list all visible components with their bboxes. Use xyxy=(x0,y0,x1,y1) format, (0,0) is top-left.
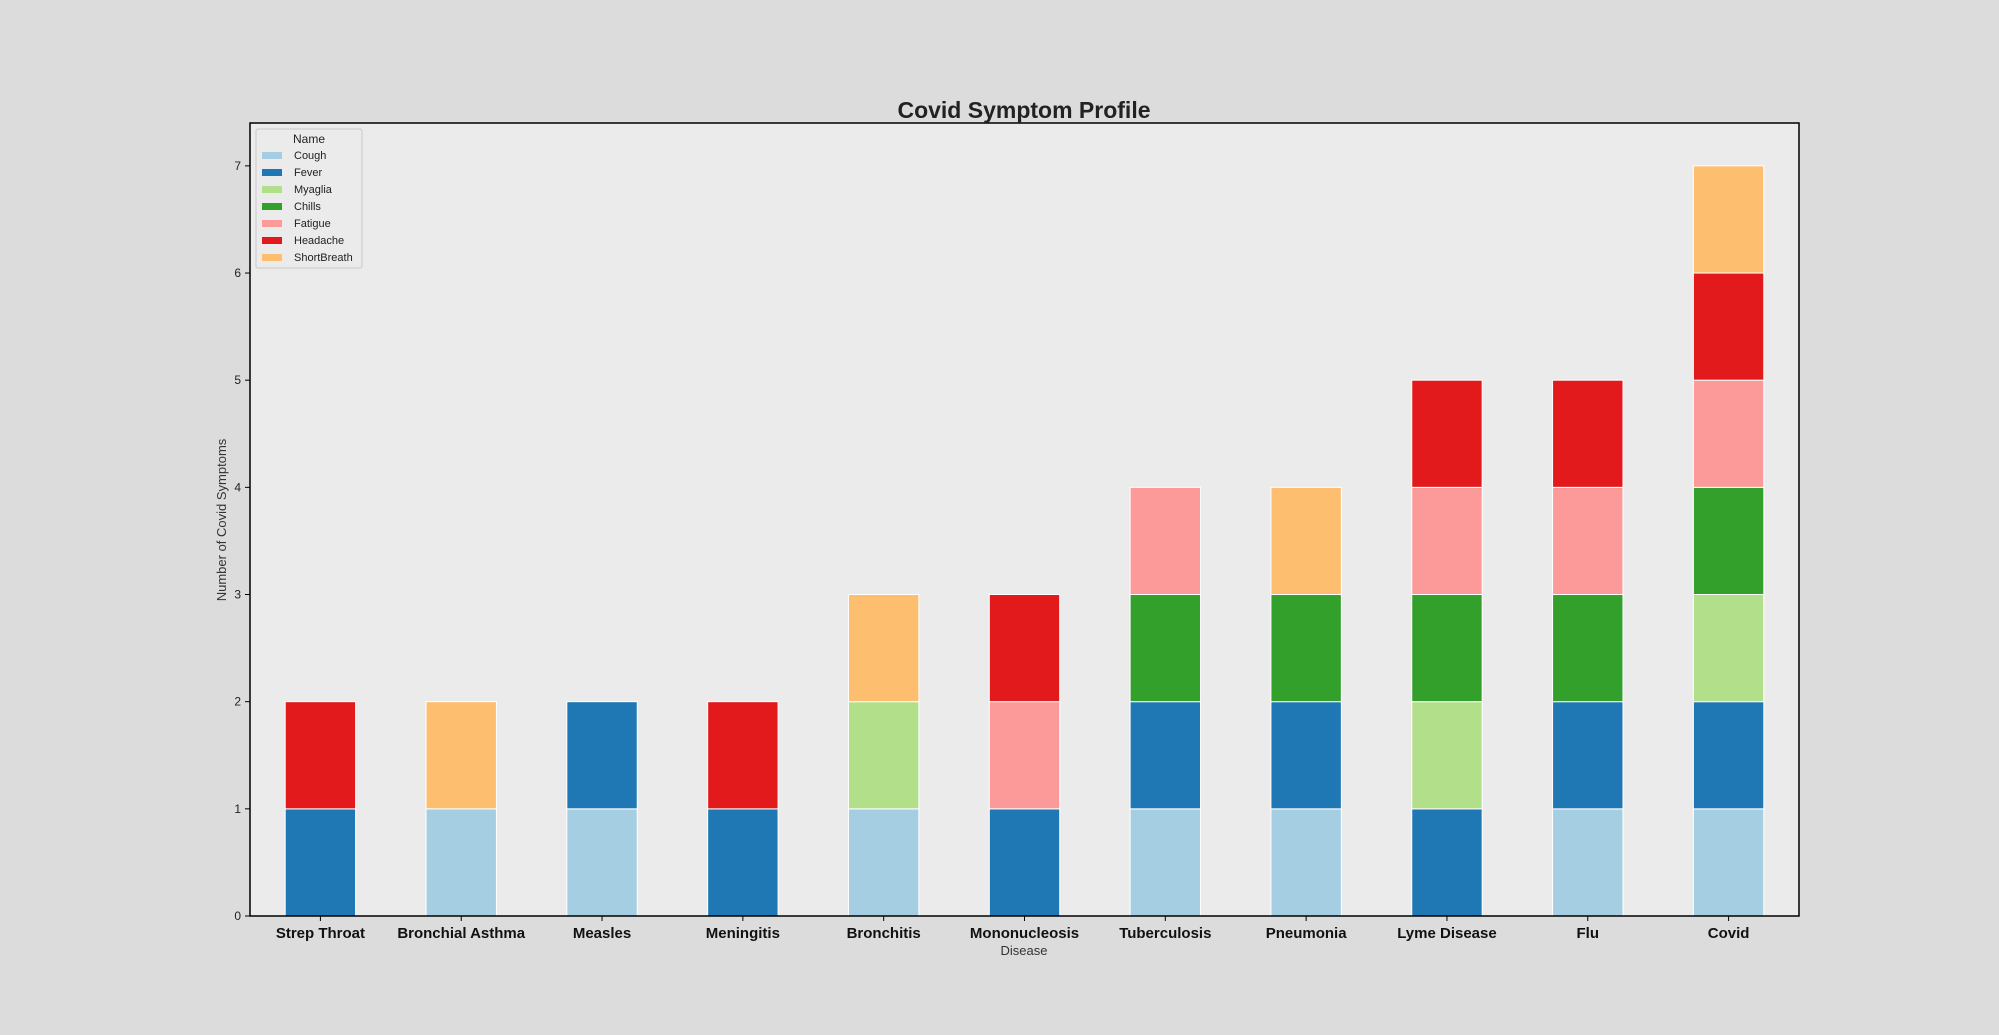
x-tick-label: Bronchitis xyxy=(847,925,921,942)
chart-title: Covid Symptom Profile xyxy=(897,97,1150,123)
bar-segment xyxy=(425,808,497,917)
bar-segment xyxy=(1552,808,1624,917)
legend-swatch xyxy=(262,237,282,244)
legend-title: Name xyxy=(293,132,325,146)
y-axis-label: Number of Covid Symptoms xyxy=(214,438,229,601)
bar-segment xyxy=(284,701,357,810)
bar-segment xyxy=(847,594,920,703)
bar-segment xyxy=(425,701,497,810)
y-tick-label: 6 xyxy=(234,266,241,280)
bar-segment xyxy=(1552,594,1624,703)
y-tick-label: 3 xyxy=(234,588,241,602)
x-tick-label: Mononucleosis xyxy=(970,925,1079,942)
legend-swatch xyxy=(262,169,282,176)
x-tick-label: Tuberculosis xyxy=(1119,925,1211,942)
bar-segment xyxy=(988,808,1061,917)
bar-segment xyxy=(1692,486,1765,596)
x-tick-label: Covid xyxy=(1708,925,1750,942)
x-tick-label: Flu xyxy=(1577,925,1600,942)
legend: Name Cough Fever Myaglia Chills Fatigue Heada… xyxy=(255,128,363,269)
legend-box xyxy=(255,128,363,269)
bar-segment xyxy=(1692,272,1765,381)
bar-segment xyxy=(1692,165,1765,274)
x-axis: Strep Throat Bronchial Asthma Measles Menin… xyxy=(276,916,1750,942)
x-tick-label: Strep Throat xyxy=(276,925,365,942)
bar-segment xyxy=(988,594,1061,703)
bar-segment xyxy=(1270,701,1342,810)
bar-segment xyxy=(1129,808,1202,917)
y-tick-label: 4 xyxy=(234,480,241,494)
bar-segment xyxy=(1692,808,1765,917)
y-tick-label: 2 xyxy=(234,695,241,709)
bar-segment xyxy=(1692,594,1765,703)
bar-segment xyxy=(1552,379,1624,488)
legend-label: ShortBreath xyxy=(294,252,353,264)
x-tick-label: Pneumonia xyxy=(1266,925,1348,942)
x-tick-label: Meningitis xyxy=(706,925,780,942)
bar-segment xyxy=(988,701,1061,810)
y-tick-label: 0 xyxy=(234,909,241,923)
legend-label: Fever xyxy=(294,167,322,179)
bar-segment xyxy=(1270,808,1342,917)
bar-segment xyxy=(707,808,779,917)
bar-segment xyxy=(1129,486,1202,596)
bar-segment xyxy=(1552,701,1624,810)
bar-segment xyxy=(566,808,638,917)
legend-swatch xyxy=(262,254,282,261)
legend-swatch xyxy=(262,152,282,159)
bar-segment xyxy=(566,701,638,810)
y-tick-label: 1 xyxy=(234,802,241,816)
bar-segment xyxy=(1552,486,1624,596)
legend-label: Chills xyxy=(294,201,321,213)
legend-label: Headache xyxy=(294,235,344,247)
bar-segment xyxy=(1411,379,1483,488)
x-tick-label: Lyme Disease xyxy=(1397,925,1497,942)
y-axis: 0 1 2 3 4 5 6 7 xyxy=(234,159,250,923)
legend-label: Myaglia xyxy=(294,184,333,196)
plot-frame xyxy=(249,122,1800,917)
legend-swatch xyxy=(262,186,282,193)
y-tick-label: 5 xyxy=(234,373,241,387)
legend-swatch xyxy=(262,220,282,227)
legend-label: Cough xyxy=(294,150,326,162)
bar-segment xyxy=(707,701,779,810)
bar-segment xyxy=(1692,701,1765,810)
legend-label: Fatigue xyxy=(294,218,331,230)
bar-segment xyxy=(1411,486,1483,596)
bar-segment xyxy=(1411,594,1483,703)
bar-segment xyxy=(1411,808,1483,917)
bar-segment xyxy=(1129,594,1202,703)
bar-segment xyxy=(1270,486,1342,596)
x-tick-label: Bronchial Asthma xyxy=(397,925,525,942)
legend-swatch xyxy=(262,203,282,210)
bar-segment xyxy=(847,808,920,917)
bars-layer xyxy=(284,165,1765,917)
bar-segment xyxy=(1692,379,1765,488)
x-axis-label: Disease xyxy=(1001,943,1048,958)
bar-segment xyxy=(1270,594,1342,703)
bar-segment xyxy=(1411,701,1483,810)
y-tick-label: 7 xyxy=(234,159,241,173)
bar-segment xyxy=(284,808,357,917)
x-tick-label: Measles xyxy=(573,925,631,942)
bar-segment xyxy=(1129,701,1202,810)
bar-segment xyxy=(847,701,920,810)
